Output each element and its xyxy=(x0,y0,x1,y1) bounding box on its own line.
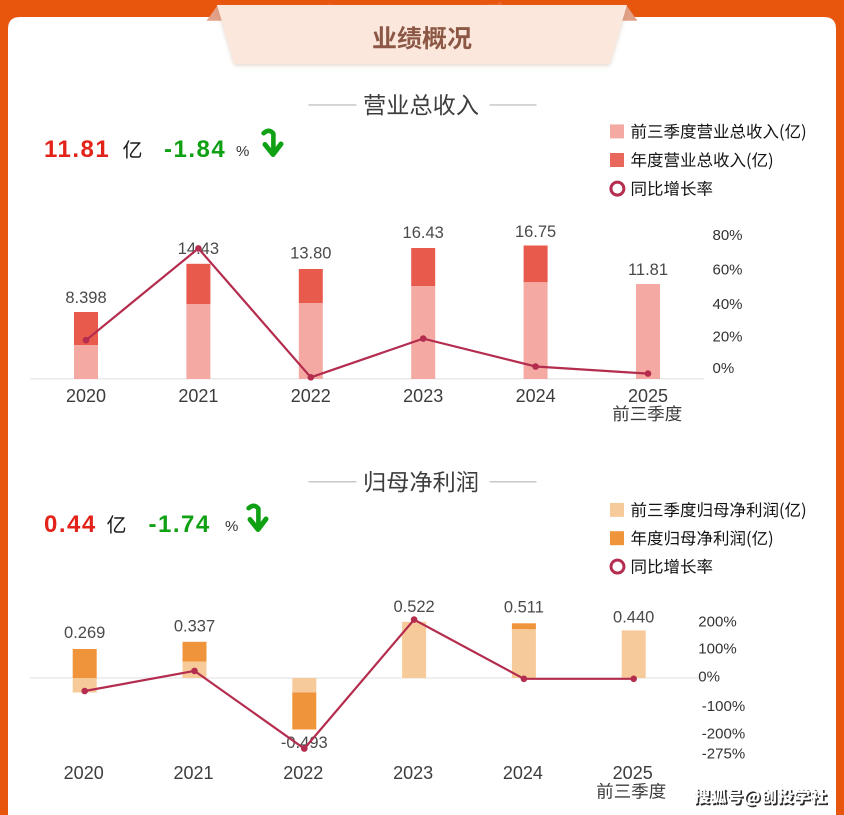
svg-text:11.81: 11.81 xyxy=(628,261,668,279)
svg-text:0.522: 0.522 xyxy=(393,598,434,616)
svg-text:20%: 20% xyxy=(713,328,743,345)
svg-text:-200%: -200% xyxy=(702,725,745,742)
svg-text:2025: 2025 xyxy=(613,763,653,783)
svg-text:2020: 2020 xyxy=(64,763,104,783)
svg-text:16.75: 16.75 xyxy=(515,223,556,241)
svg-text:2022: 2022 xyxy=(283,763,323,783)
svg-text:16.43: 16.43 xyxy=(403,224,444,242)
svg-text:0.511: 0.511 xyxy=(504,599,544,617)
svg-text:40%: 40% xyxy=(713,296,743,313)
svg-text:2024: 2024 xyxy=(516,386,556,406)
svg-text:0.440: 0.440 xyxy=(613,608,654,626)
svg-text:2023: 2023 xyxy=(403,386,443,406)
svg-text:2021: 2021 xyxy=(173,763,213,783)
svg-text:100%: 100% xyxy=(698,640,736,657)
svg-text:2023: 2023 xyxy=(393,763,433,783)
svg-text:-0.493: -0.493 xyxy=(281,734,328,752)
svg-text:2021: 2021 xyxy=(178,386,218,406)
svg-text:0%: 0% xyxy=(698,668,720,685)
svg-text:80%: 80% xyxy=(713,227,743,244)
svg-text:%: % xyxy=(225,518,238,535)
svg-text:0%: 0% xyxy=(713,360,735,377)
svg-text:8.398: 8.398 xyxy=(65,289,106,307)
svg-text:2025: 2025 xyxy=(628,386,668,406)
svg-text:0.269: 0.269 xyxy=(64,624,105,642)
svg-text:-100%: -100% xyxy=(702,698,745,715)
svg-text:0.44: 0.44 xyxy=(44,511,97,538)
svg-text:-1.84: -1.84 xyxy=(164,136,226,163)
svg-text:2024: 2024 xyxy=(503,763,543,783)
svg-text:-275%: -275% xyxy=(702,745,745,762)
svg-text:11.81: 11.81 xyxy=(44,136,110,163)
svg-text:200%: 200% xyxy=(698,613,736,630)
svg-text:2020: 2020 xyxy=(66,386,106,406)
svg-text:%: % xyxy=(236,143,249,160)
svg-text:60%: 60% xyxy=(713,262,743,279)
svg-text:-1.74: -1.74 xyxy=(149,511,211,538)
svg-text:2022: 2022 xyxy=(291,386,331,406)
svg-text:13.80: 13.80 xyxy=(290,245,331,263)
svg-text:0.337: 0.337 xyxy=(174,617,215,635)
